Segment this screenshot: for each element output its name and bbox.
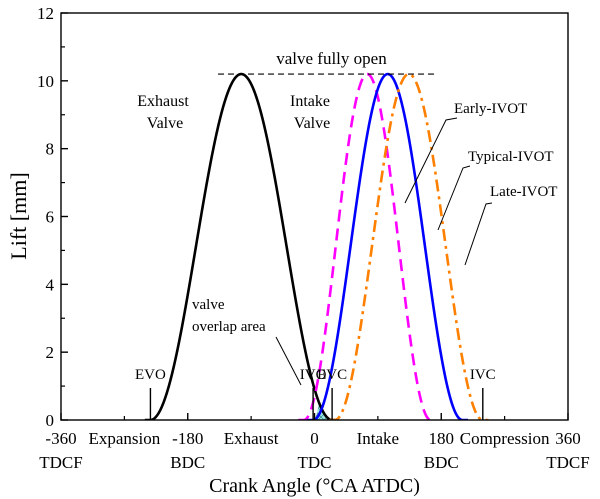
stroke-label: Compression [460, 429, 550, 448]
x-tick-label: -180 [172, 429, 203, 448]
dead-center-label: TDC [298, 453, 332, 472]
dead-center-label: TDCF [39, 453, 82, 472]
early-ivot-curve [297, 72, 437, 420]
dead-center-label: BDC [170, 453, 205, 472]
x-tick-label: 180 [429, 429, 455, 448]
y-tick-label: 10 [37, 72, 54, 91]
ivc-label: IVC [470, 367, 496, 383]
late-ivot-leader [464, 202, 493, 266]
late-ivot-curve [328, 72, 490, 420]
valve-fully-open-label: valve fully open [276, 49, 387, 68]
typical-ivot-leader [437, 165, 471, 231]
y-tick-label: 2 [46, 343, 55, 362]
early-ivot-leader [404, 117, 458, 204]
intake-valve-label: Intake Valve [290, 93, 334, 132]
evc-label: EVC [317, 367, 347, 383]
dead-center-label: TDCF [546, 453, 589, 472]
y-tick-label: 6 [46, 208, 55, 227]
dead-center-label: BDC [424, 453, 459, 472]
x-tick-label: 360 [555, 429, 581, 448]
early-ivot-label: Early-IVOT [454, 101, 527, 117]
y-tick-label: 4 [46, 275, 55, 294]
typical-ivot-label: Typical-IVOT [468, 149, 554, 165]
ivo-label: IVO [300, 367, 327, 383]
overlap-leader-line [275, 336, 302, 386]
x-tick-label: -360 [45, 429, 76, 448]
stroke-label: Intake [357, 429, 399, 448]
y-tick-label: 0 [46, 411, 55, 430]
typical-ivot-curve [306, 72, 469, 420]
stroke-label: Expansion [88, 429, 160, 448]
exhaust-valve-label: Exhaust Valve [137, 93, 193, 132]
x-tick-label: 0 [310, 429, 319, 448]
overlap-area-label: valve overlap area [192, 297, 266, 335]
y-tick-label: 12 [37, 4, 54, 23]
y-axis-title: Lift [mm] [6, 172, 31, 259]
plot-frame [60, 12, 569, 421]
stroke-label: Exhaust [224, 429, 279, 448]
x-axis-title: Crank Angle (°CA ATDC) [209, 475, 420, 497]
late-ivot-label: Late-IVOT [490, 184, 557, 200]
evo-label: EVO [135, 367, 166, 383]
y-tick-label: 8 [46, 140, 55, 159]
